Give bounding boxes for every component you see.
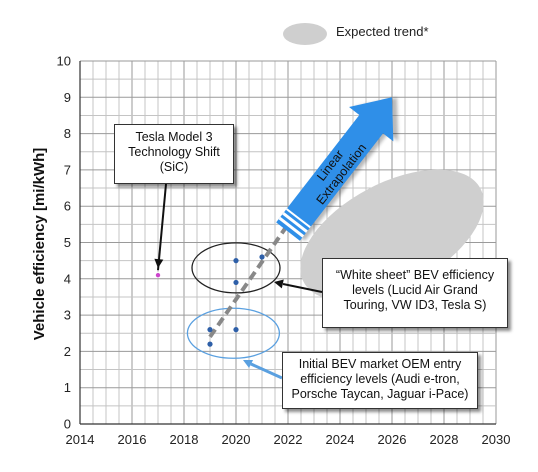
y-tick-label: 8 [64, 126, 71, 141]
data-point [233, 258, 239, 264]
data-point [207, 327, 213, 333]
y-tick-label: 10 [57, 54, 71, 69]
x-tick-label: 2028 [430, 432, 459, 447]
data-point [259, 254, 265, 260]
y-tick-label: 1 [64, 380, 71, 395]
tesla-annotation-line-3: (SiC) [159, 160, 189, 174]
y-tick-label: 9 [64, 90, 71, 105]
data-point [207, 341, 213, 347]
data-point [233, 327, 239, 333]
white-sheet-annotation: “White sheet” BEV efficiency levels (Luc… [322, 258, 508, 328]
legend-label: Expected trend* [336, 24, 429, 39]
initial-entry-pointer-line [250, 362, 283, 380]
x-tick-label: 2026 [378, 432, 407, 447]
white-sheet-annotation-line-2: levels (Lucid Air Grand [352, 283, 478, 297]
initial-entry-annotation-line-1: Initial BEV market OEM entry [298, 357, 462, 371]
extrapolation-arrow-body [276, 97, 394, 241]
legend-swatch [283, 23, 327, 45]
tesla-pointer-head [154, 258, 164, 269]
y-tick-label: 0 [64, 417, 71, 432]
y-tick-label: 6 [64, 199, 71, 214]
data-point [154, 272, 161, 279]
y-tick-label: 5 [64, 235, 71, 250]
x-tick-label: 2016 [118, 432, 147, 447]
extrapolation-arrow-stripe [278, 216, 305, 238]
white-sheet-group-ellipse [191, 242, 281, 294]
tesla-pointer-line [157, 183, 167, 271]
x-tick-label: 2018 [170, 432, 199, 447]
tesla-annotation: Tesla Model 3 Technology Shift (SiC) [114, 124, 234, 184]
x-tick-label: 2014 [66, 432, 95, 447]
initial-entry-annotation-line-2: efficiency levels (Audi e-tron, [300, 372, 460, 386]
data-point [233, 279, 239, 286]
y-tick-label: 2 [64, 344, 71, 359]
x-tick-label: 2024 [326, 432, 355, 447]
white-sheet-pointer-line [282, 283, 323, 293]
initial-entry-group-ellipse [186, 307, 281, 359]
initial-entry-annotation-line-3: Porsche Taycan, Jaguar i-Pace) [291, 387, 469, 401]
x-tick-label: 2020 [222, 432, 251, 447]
x-tick-label: 2030 [482, 432, 511, 447]
white-sheet-annotation-line-1: “White sheet” BEV efficiency [335, 268, 495, 282]
extrapolation-arrow-stripe [285, 208, 311, 229]
y-tick-label: 4 [64, 271, 71, 286]
axis-layer: 2014 2016 2018 2020 2022 2024 2026 2028 2030 0 1 2 3… [57, 54, 511, 448]
initial-entry-pointer-head [243, 360, 254, 369]
extrapolation-arrow-stripe [282, 212, 308, 233]
initial-entry-annotation: Initial BEV market OEM entry efficiency … [282, 352, 478, 409]
y-tick-label: 3 [64, 308, 71, 323]
y-axis-label: Vehicle efficiency [mi/kWh] [31, 148, 48, 341]
white-sheet-pointer-head [274, 279, 284, 289]
tesla-annotation-line-1: Tesla Model 3 [135, 130, 213, 144]
white-sheet-annotation-line-3: Touring, VW ID3, Tesla S) [343, 298, 487, 312]
x-tick-label: 2022 [274, 432, 303, 447]
y-tick-label: 7 [64, 162, 71, 177]
trend-line [208, 223, 290, 339]
tesla-annotation-line-2: Technology Shift [128, 145, 220, 159]
